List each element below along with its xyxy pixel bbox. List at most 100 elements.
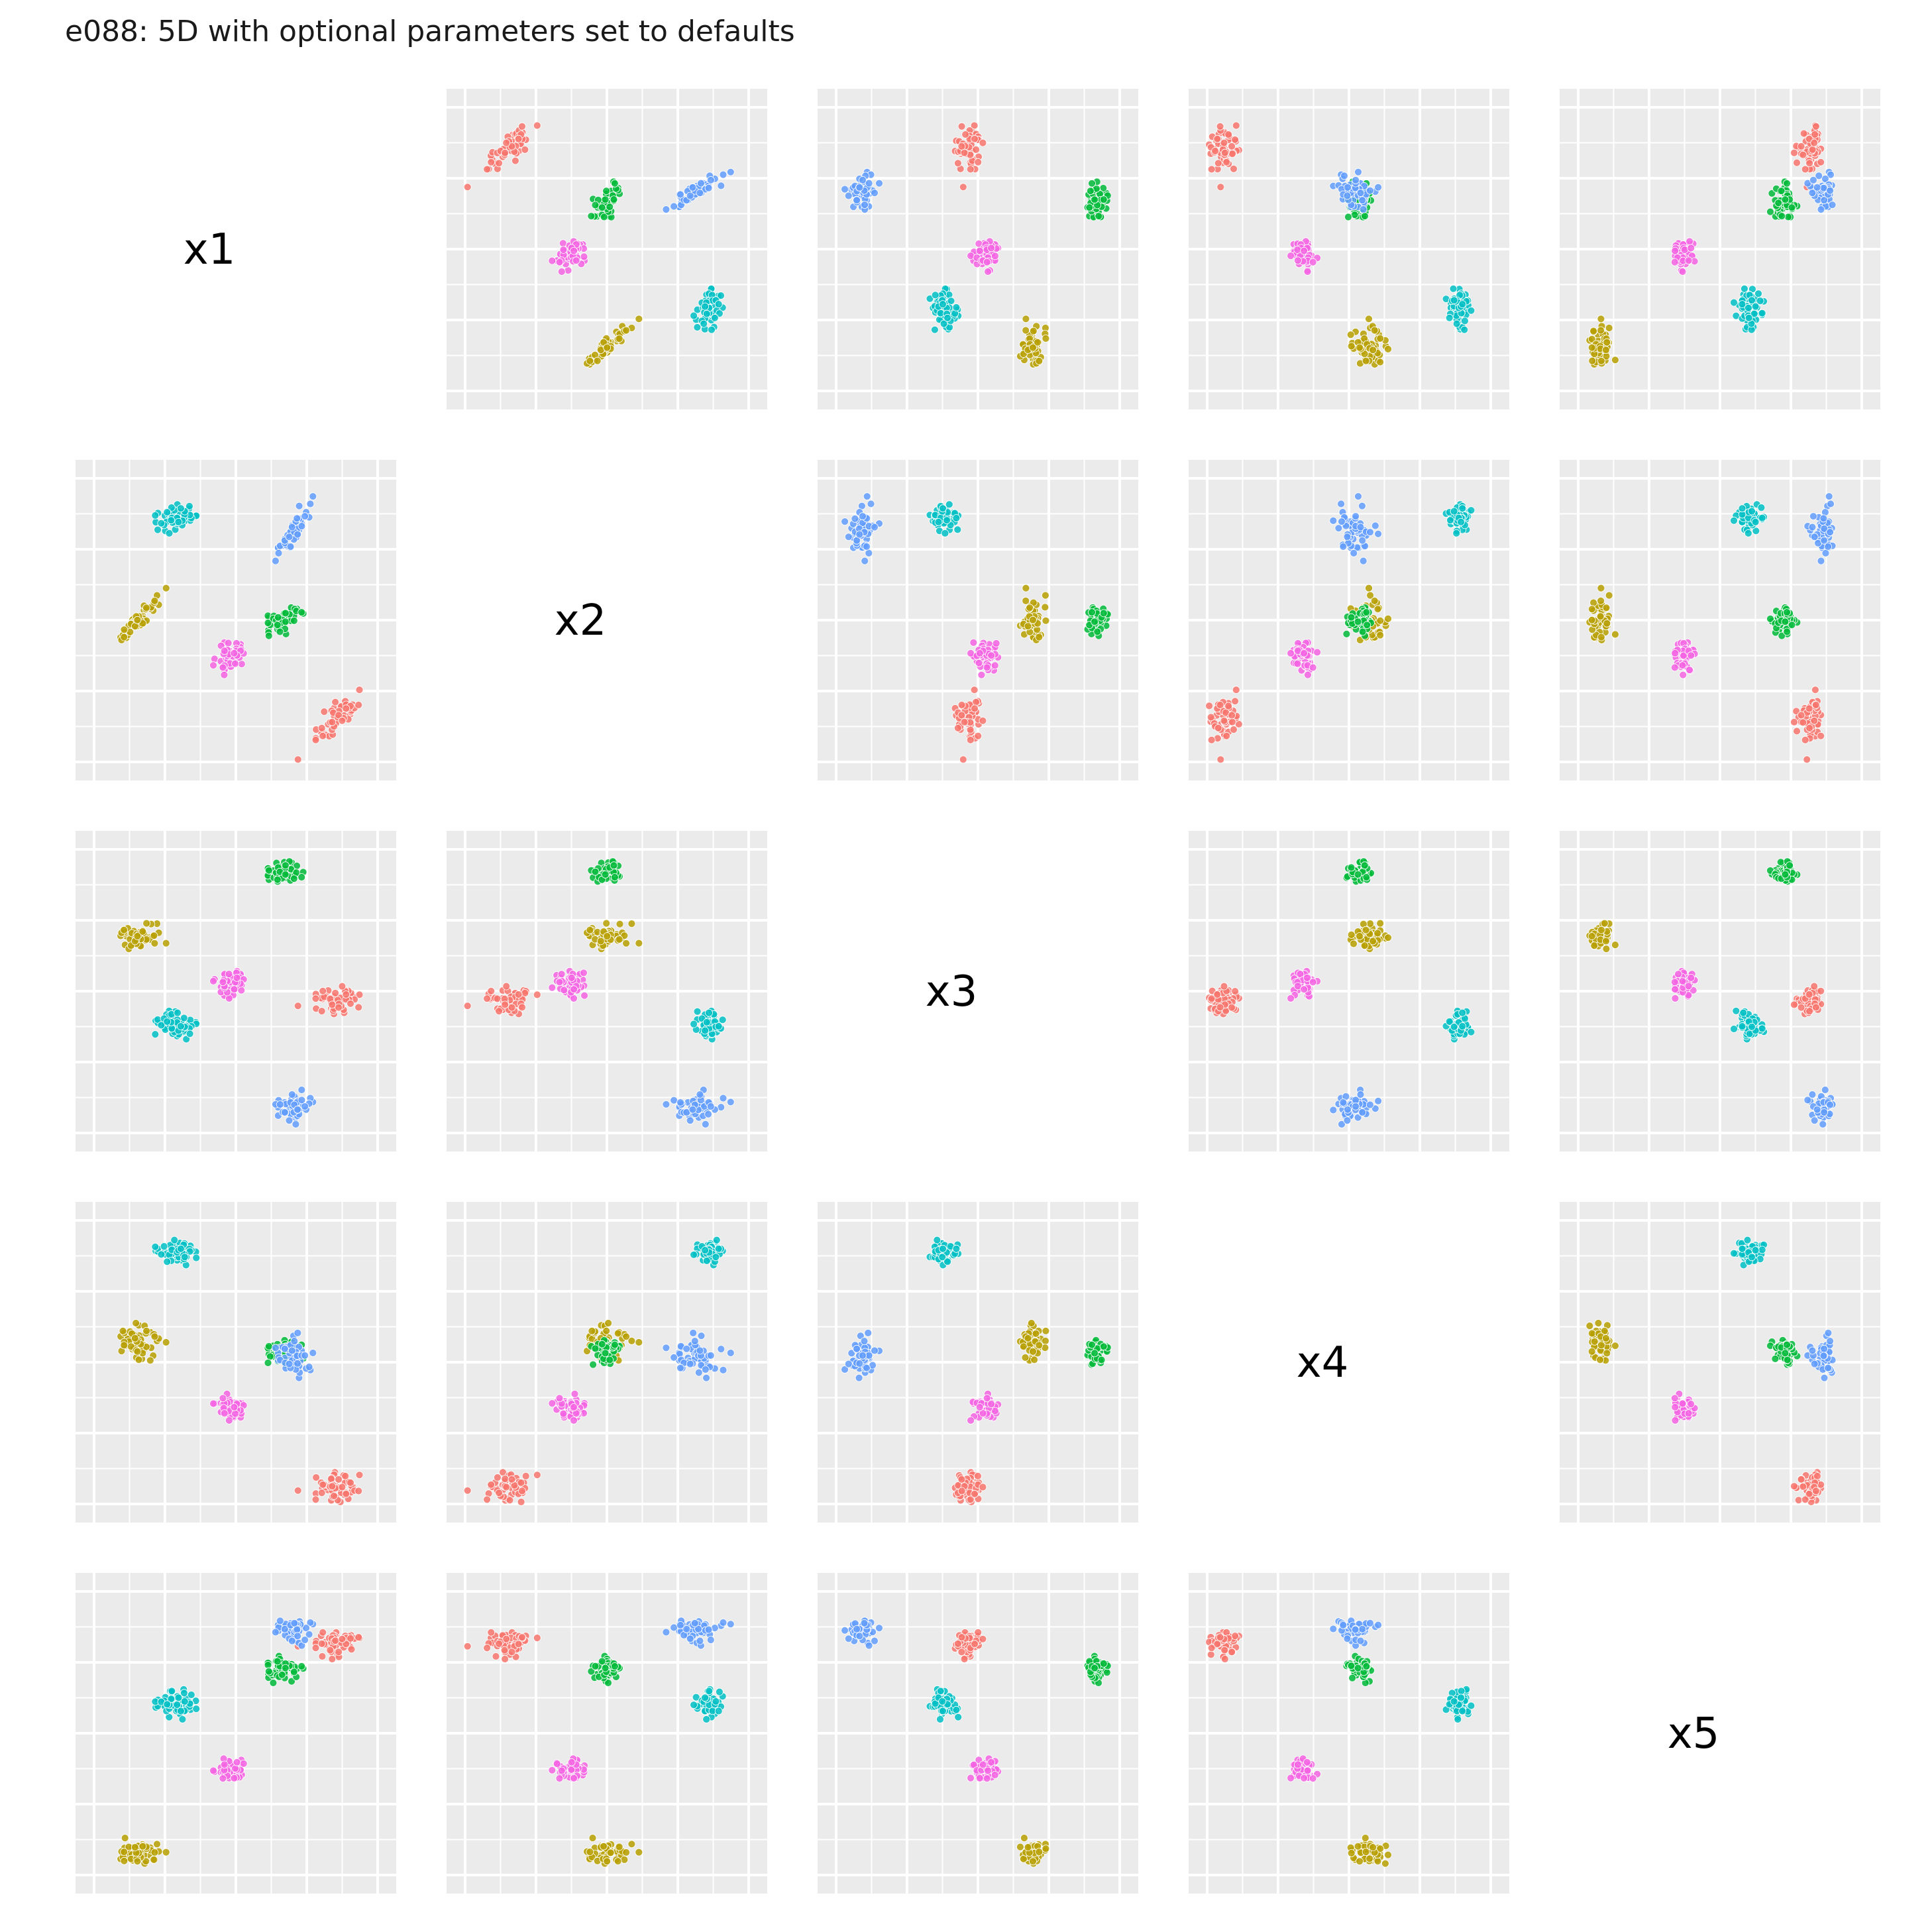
data-point [682, 1344, 691, 1353]
data-point [670, 1096, 678, 1104]
data-point [1589, 327, 1598, 335]
data-point [1450, 296, 1458, 305]
data-point [1748, 296, 1756, 305]
data-point [219, 978, 227, 987]
data-point [1344, 213, 1352, 221]
data-point [264, 1359, 272, 1367]
data-point [1359, 557, 1368, 565]
data-point [1214, 724, 1222, 732]
data-point [1300, 649, 1308, 657]
data-point [1362, 926, 1370, 934]
data-point [311, 1495, 320, 1504]
data-point [1024, 622, 1032, 631]
data-point [1088, 608, 1096, 616]
data-point [931, 325, 939, 334]
data-point [319, 987, 327, 995]
data-point [875, 179, 883, 188]
data-point [1678, 661, 1687, 670]
data-point [1220, 138, 1228, 147]
data-point [328, 1482, 337, 1491]
data-point [338, 716, 347, 725]
data-point [588, 1327, 596, 1335]
data-point [1458, 504, 1467, 513]
data-point [943, 516, 951, 525]
panel-x5-vs-x2 [1560, 460, 1880, 780]
data-point [224, 639, 233, 647]
data-point [1738, 504, 1746, 513]
data-point [1686, 237, 1694, 246]
data-point [1339, 543, 1348, 551]
data-point [957, 1475, 966, 1483]
data-point [157, 519, 166, 527]
data-point [1350, 939, 1358, 948]
panel-x1-vs-x4 [76, 1202, 396, 1523]
data-point [859, 512, 867, 521]
data-point [1374, 183, 1383, 191]
data-point [970, 686, 979, 694]
data-point [957, 711, 966, 720]
data-point [133, 616, 142, 624]
data-point [947, 297, 955, 305]
data-point [971, 134, 979, 143]
data-point [861, 557, 869, 565]
data-point [635, 315, 643, 323]
data-point [297, 522, 306, 530]
data-point [280, 1344, 289, 1353]
data-point [1099, 195, 1108, 204]
data-point [610, 861, 618, 870]
data-point [688, 183, 697, 191]
data-point [853, 196, 861, 205]
panel-x4-vs-x1 [1189, 89, 1509, 409]
data-point [1828, 201, 1837, 209]
data-point [1294, 256, 1302, 265]
data-point [690, 1020, 698, 1028]
data-point [559, 239, 567, 248]
data-point [176, 1022, 185, 1030]
data-point [1213, 134, 1222, 143]
data-point [610, 195, 618, 204]
data-point [977, 671, 986, 679]
data-point [1810, 716, 1819, 725]
data-point [1460, 325, 1469, 334]
data-point [954, 159, 962, 168]
data-point [622, 939, 630, 947]
data-point [1587, 343, 1596, 352]
data-point [219, 1394, 227, 1403]
data-point [635, 939, 643, 947]
data-point [863, 543, 871, 551]
data-point [957, 122, 966, 131]
data-point [1034, 338, 1042, 347]
data-point [1774, 199, 1783, 207]
data-point [1603, 619, 1611, 627]
data-point [1022, 597, 1030, 605]
data-point [979, 1483, 987, 1491]
data-point [676, 190, 684, 199]
data-point [1029, 327, 1038, 335]
data-point [1329, 517, 1338, 525]
data-point [1819, 1120, 1827, 1128]
data-point [281, 861, 290, 870]
data-point [1287, 994, 1295, 1002]
data-point [992, 639, 1000, 647]
data-point [1808, 1091, 1817, 1099]
data-point [163, 1258, 172, 1266]
data-point [712, 1253, 720, 1261]
data-point [719, 170, 727, 179]
data-point [1784, 213, 1792, 221]
data-point [1671, 994, 1680, 1002]
data-point [622, 1332, 630, 1341]
data-point [319, 1480, 327, 1489]
data-point [1799, 718, 1807, 727]
panel-x4-vs-x2 [1189, 460, 1509, 780]
data-point [1222, 158, 1231, 166]
data-point [934, 518, 943, 526]
data-point [288, 1091, 296, 1099]
data-point [220, 1409, 229, 1418]
data-point [604, 1319, 612, 1327]
data-point [511, 156, 519, 165]
data-point [142, 919, 151, 928]
chart-title: e088: 5D with optional parameters set to… [65, 15, 795, 48]
data-point [1344, 1105, 1352, 1114]
data-point [1738, 1022, 1746, 1030]
data-point [701, 1120, 710, 1128]
